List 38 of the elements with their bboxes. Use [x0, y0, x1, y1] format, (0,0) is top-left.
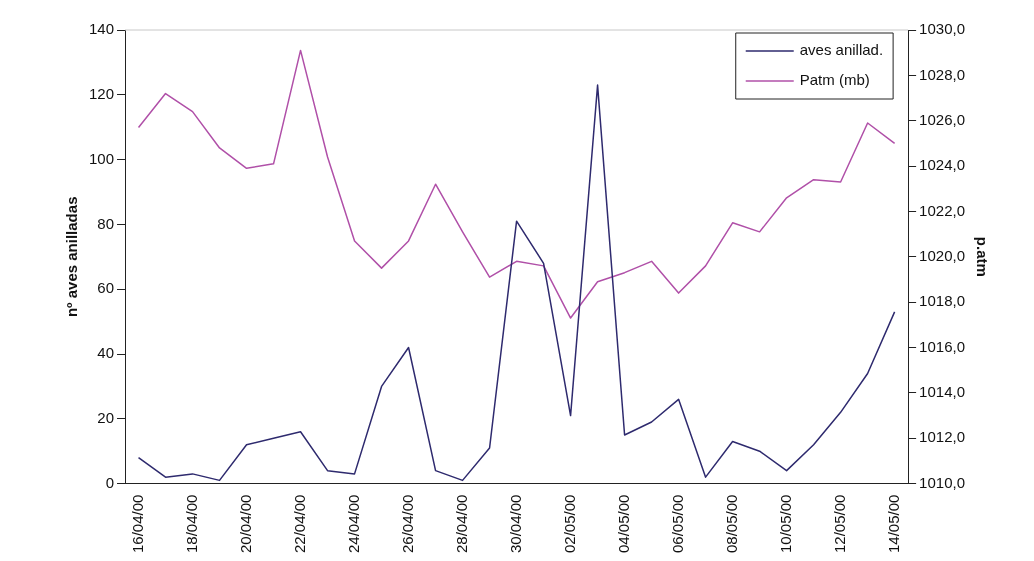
- x-tick-label: 10/05/00: [776, 494, 794, 553]
- x-tick-label: 12/05/00: [830, 494, 848, 553]
- legend-label: aves anillad.: [799, 41, 884, 59]
- y2-axis-title: p.atm: [973, 236, 991, 277]
- y-axis-title: nº aves anilladas: [63, 196, 81, 318]
- x-tick-label: 24/04/00: [344, 494, 362, 553]
- y2-tick-label: 1030,0: [919, 20, 966, 38]
- y2-tick-label: 1026,0: [919, 110, 966, 128]
- x-tick-label: 06/05/00: [668, 494, 686, 553]
- y2-tick-label: 1014,0: [919, 383, 966, 401]
- legend-label: Patm (mb): [799, 71, 870, 89]
- y2-tick-label: 1028,0: [919, 65, 966, 83]
- y2-tick-label: 1018,0: [919, 292, 966, 310]
- x-tick-label: 14/05/00: [884, 494, 902, 553]
- y2-tick-label: 1022,0: [919, 201, 966, 219]
- y-tick-label: 0: [105, 473, 115, 491]
- x-tick-label: 08/05/00: [722, 494, 740, 553]
- x-tick-label: 22/04/00: [290, 494, 308, 553]
- y-tick-label: 80: [97, 214, 115, 232]
- y-tick-label: 100: [89, 149, 115, 167]
- x-tick-label: 04/05/00: [614, 494, 632, 553]
- x-tick-label: 26/04/00: [398, 494, 416, 553]
- x-tick-label: 18/04/00: [182, 494, 200, 553]
- x-tick-label: 16/04/00: [128, 494, 146, 553]
- x-tick-label: 28/04/00: [452, 494, 470, 553]
- y2-tick-label: 1010,0: [919, 473, 966, 491]
- y2-tick-label: 1012,0: [919, 428, 966, 446]
- y2-tick-label: 1024,0: [919, 156, 966, 174]
- y-tick-label: 20: [97, 408, 115, 426]
- y-tick-label: 120: [89, 84, 115, 102]
- y-tick-label: 40: [97, 344, 115, 362]
- x-tick-label: 20/04/00: [236, 494, 254, 553]
- y2-tick-label: 1016,0: [919, 337, 966, 355]
- y-tick-label: 140: [89, 20, 115, 38]
- x-tick-label: 30/04/00: [506, 494, 524, 553]
- y-tick-label: 60: [97, 279, 115, 297]
- y2-tick-label: 1020,0: [919, 246, 966, 264]
- x-tick-label: 02/05/00: [560, 494, 578, 553]
